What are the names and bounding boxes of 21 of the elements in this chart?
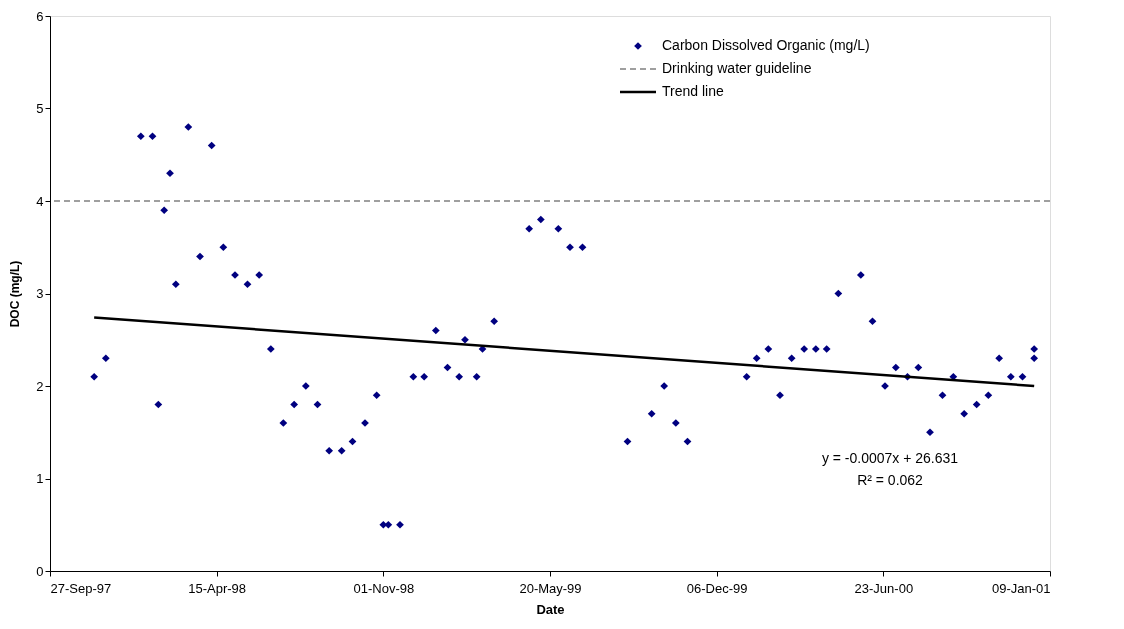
y-axis-title: DOC (mg/L): [8, 260, 23, 328]
y-tick-label: 1: [36, 471, 44, 486]
x-tick-label: 15-Apr-98: [188, 580, 247, 596]
annotation: y = -0.0007x + 26.631: [821, 450, 959, 466]
legend-label: Drinking water guideline: [662, 60, 812, 76]
y-tick-label: 6: [36, 8, 44, 24]
x-tick-label: 01-Nov-98: [353, 580, 415, 596]
x-tick-label: 09-Jan-01: [991, 580, 1051, 596]
y-tick-label: 4: [36, 193, 44, 209]
x-tick-label: 27-Sep-97: [50, 580, 112, 596]
annotation: R² = 0.062: [857, 472, 924, 488]
x-tick-label: 06-Dec-99: [686, 580, 748, 596]
y-tick-label: 0: [36, 563, 44, 579]
y-tick-label: 5: [36, 101, 44, 116]
x-tick-label: 23-Jun-00: [854, 580, 914, 596]
legend-label: Trend line: [662, 83, 724, 99]
x-axis-title: Date: [536, 601, 565, 617]
y-tick-label: 2: [36, 378, 44, 394]
legend-label: Carbon Dissolved Organic (mg/L): [662, 37, 870, 53]
y-tick-label: 3: [36, 286, 44, 301]
x-tick-label: 20-May-99: [519, 580, 582, 596]
